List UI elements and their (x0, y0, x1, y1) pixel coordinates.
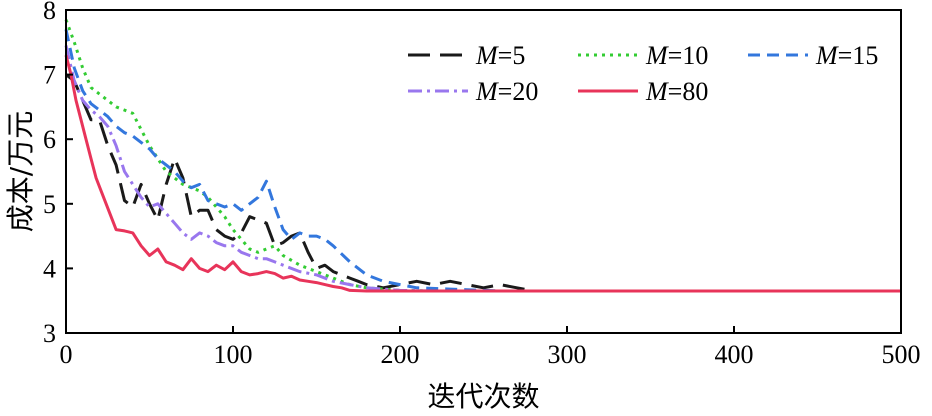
legend-label-value: =10 (668, 41, 709, 70)
legend-label-2: M=10 (645, 41, 708, 70)
series-line-1 (65, 73, 901, 293)
legend-label-variable: M (475, 77, 499, 106)
legend-label-value: =15 (838, 41, 879, 70)
y-tick-label: 3 (43, 319, 56, 348)
y-tick-label: 5 (43, 190, 56, 219)
ticks: 0 100 200 300 400 500 3 4 5 6 7 8 (43, 0, 921, 369)
y-tick-label: 7 (43, 61, 56, 90)
x-tick-label: 400 (715, 340, 754, 369)
series-line-4 (64, 45, 901, 293)
x-tick-label: 500 (882, 340, 921, 369)
legend-label-variable: M (475, 41, 499, 70)
x-tick-label: 0 (60, 340, 73, 369)
legend-label-3: M=15 (815, 41, 878, 70)
legend-label-value: =5 (498, 41, 526, 70)
legend-label-variable: M (815, 41, 839, 70)
series-line-5 (64, 54, 901, 293)
legend-label-variable: M (645, 77, 669, 106)
y-tick-label: 8 (43, 0, 56, 25)
series-line-3 (64, 29, 901, 293)
series-line-2 (64, 19, 901, 293)
x-tick-label: 200 (381, 340, 420, 369)
legend-label-value: =80 (668, 77, 709, 106)
x-tick-label: 300 (548, 340, 587, 369)
legend-label-variable: M (645, 41, 669, 70)
axes (65, 9, 902, 334)
legend-label-1: M=5 (475, 41, 525, 70)
legend-label-5: M=80 (645, 77, 708, 106)
x-tick-label: 100 (214, 340, 253, 369)
y-tick-label: 4 (43, 254, 56, 283)
legend-label-value: =20 (498, 77, 539, 106)
plot-frame (65, 9, 902, 334)
y-axis-label: 成本/万元 (4, 111, 37, 232)
legend: M=5 M=10 M=15M=20 M=80 (408, 41, 878, 106)
x-axis-label: 迭代次数 (427, 380, 539, 413)
legend-label-4: M=20 (475, 77, 538, 106)
series-layer (64, 19, 901, 293)
y-tick-label: 6 (43, 125, 56, 154)
